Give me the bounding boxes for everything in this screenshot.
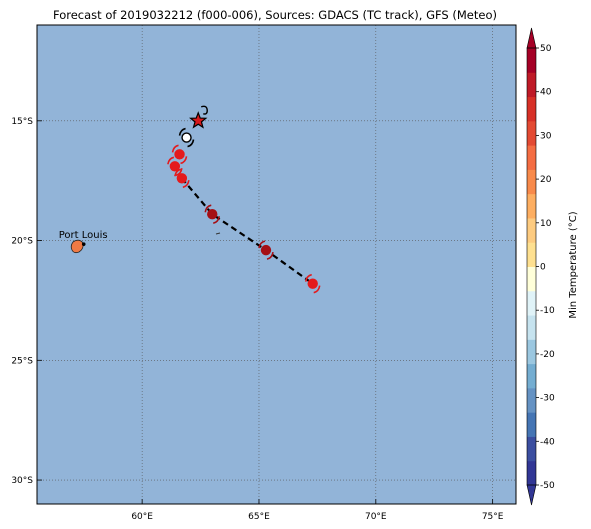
colorbar-segment	[527, 193, 536, 219]
current-position-star	[189, 105, 208, 129]
colorbar-tick-label: 50	[540, 44, 552, 54]
x-tick-label: 60°E	[131, 512, 153, 522]
colorbar-tick-label: 40	[540, 88, 552, 98]
city-label: Port Louis	[59, 230, 108, 241]
track-symbols	[167, 105, 321, 294]
mauritius-island	[70, 239, 84, 254]
colorbar-segment	[527, 436, 536, 462]
cyclone-symbol	[258, 240, 274, 260]
axis-ticks: 60°E 65°E 70°E 75°E 15°S 20°S 25°S 30°S	[11, 117, 503, 522]
colorbar-segment	[527, 363, 536, 389]
colorbar-segment	[527, 145, 536, 170]
small-island	[215, 232, 221, 235]
forecast-track-line	[181, 177, 314, 285]
colorbar-tick-label: -20	[540, 350, 555, 360]
y-tick-label: 30°S	[11, 476, 33, 486]
colorbar-segment	[527, 96, 536, 122]
x-tick-label: 75°E	[482, 512, 504, 522]
colorbar-segment	[527, 460, 536, 486]
colorbar-segment	[527, 169, 536, 195]
y-tick-label: 20°S	[11, 237, 33, 247]
cyclone-symbol	[167, 156, 183, 177]
city-marker	[81, 242, 86, 246]
colorbar-bottom-extension	[526, 484, 537, 506]
x-tick-label: 70°E	[365, 512, 387, 522]
colorbar-tick-label: -10	[540, 306, 555, 316]
colorbar-segment	[527, 266, 536, 292]
cyclone-symbol	[171, 144, 188, 165]
colorbar-segment	[527, 339, 536, 365]
colorbar-segment	[527, 72, 536, 98]
cyclone-symbol	[304, 273, 321, 294]
map-frame	[36, 24, 517, 505]
colorbar-segment	[527, 412, 536, 437]
y-tick-label: 15°S	[11, 117, 33, 127]
colorbar: 50 40 30 20 10 0 -10 -20 -30 -40 -50	[526, 27, 555, 506]
colorbar-tick-label: -30	[540, 394, 555, 404]
colorbar-segment	[527, 387, 536, 413]
colorbar-tick-label: -40	[540, 437, 555, 447]
cyclone-symbol	[174, 168, 190, 189]
colorbar-tick-label: -50	[540, 481, 555, 491]
colorbar-tick-label: 10	[540, 219, 552, 229]
track-line	[181, 177, 314, 285]
colorbar-tick-label: 0	[540, 263, 546, 273]
colorbar-tick-label: 20	[540, 175, 552, 185]
colorbar-segment	[527, 242, 536, 267]
x-tick-label: 65°E	[248, 512, 270, 522]
y-tick-label: 25°S	[11, 356, 33, 366]
colorbar-segment	[527, 315, 536, 340]
colorbar-segment	[527, 120, 536, 146]
figure-title: Forecast of 2019032212 (f000-006), Sourc…	[53, 8, 497, 22]
colorbar-top-extension	[526, 27, 537, 49]
colorbar-segment	[527, 217, 536, 243]
ocean-area	[37, 25, 516, 504]
map-grid	[37, 25, 516, 504]
colorbar-label: Min Temperature (°C)	[568, 211, 579, 318]
cyclone-symbol	[178, 127, 195, 148]
cyclone-symbol	[204, 204, 221, 224]
colorbar-tick-label: 30	[540, 131, 552, 141]
colorbar-segment	[527, 290, 536, 316]
colorbar-segment	[527, 48, 536, 73]
